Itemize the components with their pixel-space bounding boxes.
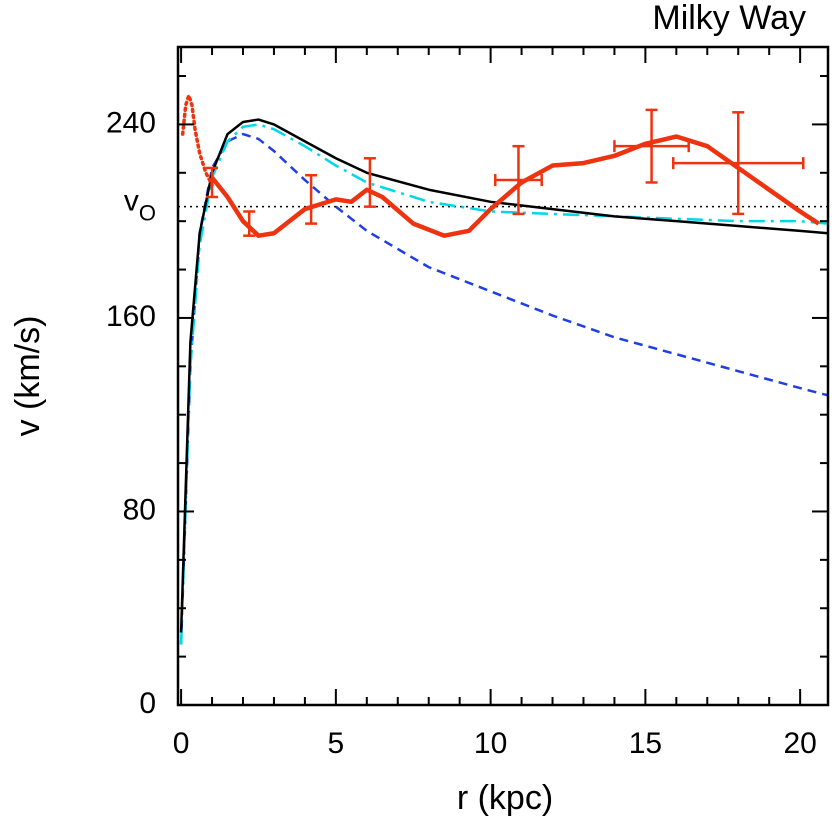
y-tick-label: 160 [106, 300, 156, 333]
series-line [210, 134, 820, 238]
series-line [179, 132, 828, 645]
x-tick-label: 5 [328, 727, 345, 760]
y-tick-label: 240 [106, 106, 156, 139]
series-line [180, 93, 214, 187]
x-tick-label: 15 [629, 727, 662, 760]
reference-label: vO [124, 185, 156, 226]
y-tick-label: 0 [139, 687, 156, 720]
x-tick-label: 0 [173, 727, 190, 760]
x-axis-label: r (kpc) [457, 779, 553, 817]
plot-area [178, 93, 828, 645]
y-tick-label: 80 [123, 493, 156, 526]
reference-label-sub: O [139, 200, 156, 225]
x-tick-label: 10 [474, 727, 507, 760]
x-tick-label: 20 [783, 727, 816, 760]
chart-title: Milky Way [652, 0, 806, 37]
plot-frame [176, 45, 830, 707]
y-axis-label: v (km/s) [9, 316, 47, 437]
reference-label-main: v [124, 185, 139, 218]
